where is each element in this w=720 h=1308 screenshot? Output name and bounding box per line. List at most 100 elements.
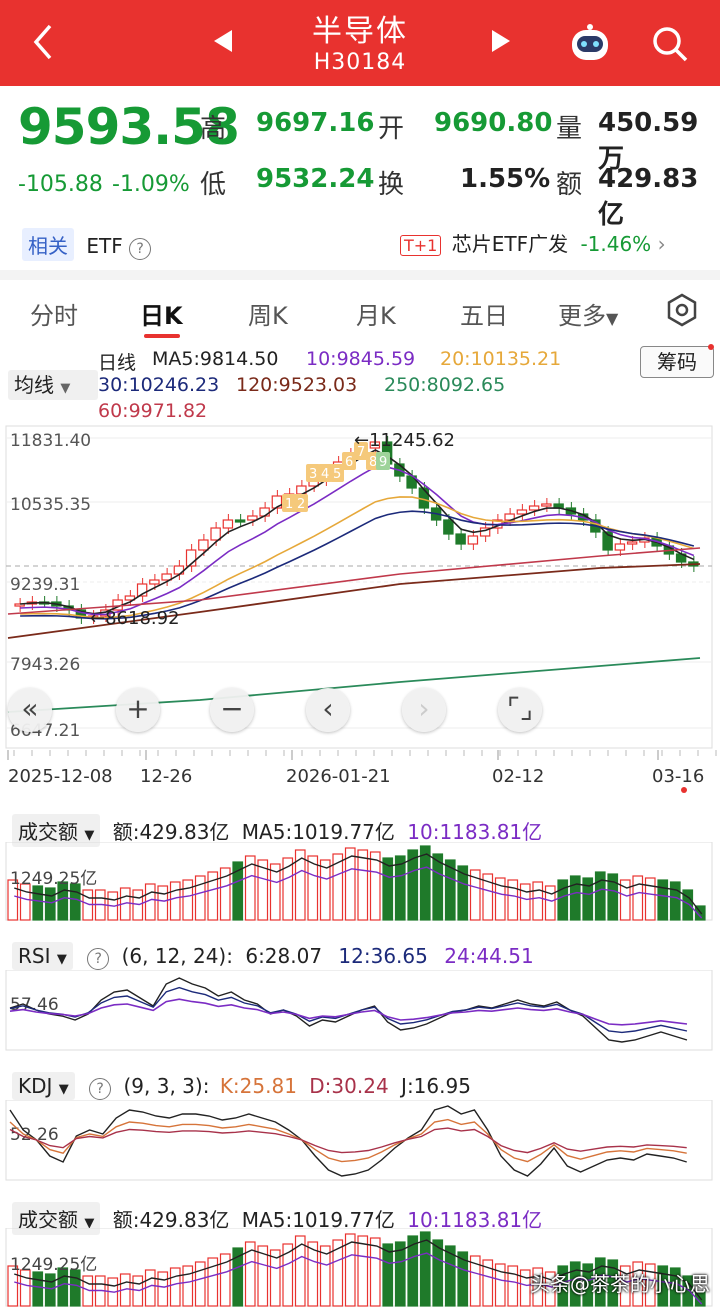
- zoom-out-all-button[interactable]: «: [8, 688, 52, 732]
- amount-bar: [657, 879, 669, 921]
- chips-button[interactable]: 筹码: [640, 346, 714, 378]
- next-triangle-icon[interactable]: [490, 28, 512, 61]
- related-etf-link[interactable]: 相关 ETF ?: [22, 228, 152, 261]
- tab-daily-k[interactable]: 日K: [140, 302, 183, 330]
- caret-down-icon: ▼: [606, 309, 619, 328]
- turnover-value: 1.55%: [460, 164, 551, 194]
- ma-line: [20, 466, 695, 616]
- watermark: 头条@茶茶的小心思: [530, 1272, 710, 1296]
- volume-label: 量: [556, 114, 583, 144]
- amount-bar: [619, 879, 631, 921]
- ma120-line: [7, 563, 701, 639]
- scroll-right-button[interactable]: ›: [402, 688, 446, 732]
- amount-bar: [294, 1235, 306, 1307]
- amount-bar: [544, 1271, 556, 1307]
- panel-frame: [5, 970, 713, 1051]
- amount-bar: [432, 853, 444, 921]
- ma-selector[interactable]: 均线 ▼: [8, 370, 98, 400]
- low-value: 9532.24: [256, 164, 375, 194]
- amount-bar: [394, 1241, 406, 1307]
- amount-bar: [319, 1245, 331, 1307]
- open-value: 9690.80: [434, 108, 553, 138]
- amount-ma10-line: [14, 866, 703, 919]
- scroll-left-button[interactable]: ‹: [306, 688, 350, 732]
- kdj-y-tick: 52.26: [10, 1125, 59, 1145]
- help-icon[interactable]: ?: [89, 1078, 112, 1100]
- amount-bar: [557, 879, 569, 921]
- amount-bar: [282, 1243, 294, 1307]
- zoom-out-button[interactable]: −: [210, 688, 254, 732]
- ma60-value: 60:9971.82: [98, 400, 208, 422]
- caret-down-icon: ▼: [60, 381, 71, 396]
- amount-bar: [169, 881, 181, 921]
- tab-five-day[interactable]: 五日: [460, 302, 508, 330]
- header-bar: 半导体 H30184: [0, 0, 720, 86]
- kdj-k-value: K:25.81: [219, 1074, 297, 1098]
- y-tick-label: 11831.40: [10, 431, 91, 451]
- candle-body: [541, 503, 552, 507]
- amount-bar: [357, 849, 369, 921]
- amount-bar: [19, 1269, 31, 1307]
- amount-bar: [682, 1275, 694, 1307]
- etf-quote-link[interactable]: T+1 芯片ETF广发 -1.46% ›: [400, 228, 666, 257]
- help-icon[interactable]: ?: [129, 238, 152, 260]
- candle-body: [124, 595, 136, 601]
- related-tag: 相关: [22, 228, 74, 261]
- candle-body: [516, 509, 528, 515]
- ma-title: 日线: [98, 352, 137, 374]
- svg-text:5: 5: [333, 467, 341, 482]
- candle-body: [247, 515, 258, 521]
- candlestick-chart[interactable]: 11831.4010535.359239.317943.266647.21202…: [0, 424, 720, 800]
- x-tick-label: 02-12: [492, 766, 544, 787]
- t1-badge: T+1: [400, 235, 442, 256]
- notification-dot: [708, 344, 714, 350]
- svg-text:8: 8: [369, 455, 377, 470]
- rsi24-line: [9, 998, 688, 1026]
- amount-bar: [182, 1265, 194, 1307]
- chart-frame: [5, 425, 713, 749]
- tab-monthly-k[interactable]: 月K: [356, 302, 396, 330]
- ma-line: [20, 510, 695, 620]
- amount-bar: [582, 1263, 594, 1307]
- candle-body: [602, 531, 613, 551]
- chevron-left-icon[interactable]: [30, 22, 56, 69]
- candle-body: [443, 519, 454, 535]
- robot-assistant-icon[interactable]: [568, 24, 612, 64]
- help-icon[interactable]: ?: [87, 948, 110, 970]
- ma-line: [20, 449, 695, 615]
- tab-weekly-k[interactable]: 周K: [248, 302, 288, 330]
- tab-more[interactable]: 更多▼: [558, 302, 619, 330]
- amount-y-tick: 1249.25亿: [10, 869, 97, 889]
- tab-intraday[interactable]: 分时: [30, 302, 78, 330]
- amount-value: 429.83亿: [598, 164, 699, 230]
- fullscreen-button[interactable]: ⌜⌟: [498, 688, 542, 732]
- svg-text:2: 2: [297, 497, 305, 512]
- sequence-badge: 4: [318, 464, 332, 482]
- amount-bar: [444, 859, 456, 921]
- candle-body: [528, 505, 540, 511]
- candle-body: [136, 583, 148, 597]
- amount-bar: [69, 883, 81, 921]
- settings-hexagon-icon[interactable]: [664, 292, 700, 328]
- zoom-in-button[interactable]: +: [116, 688, 160, 732]
- kdj-selector[interactable]: KDJ ▼: [12, 1072, 75, 1100]
- tab-active-underline: [144, 334, 180, 338]
- kdj-line-chart: 52.26: [5, 1100, 713, 1181]
- rsi-selector[interactable]: RSI ▼: [12, 942, 73, 970]
- amount-bar: [544, 885, 556, 921]
- amount-bar: [594, 1257, 606, 1307]
- amount-bar: [344, 1233, 356, 1307]
- amount-bar: [157, 885, 169, 921]
- candle-body: [467, 535, 479, 545]
- etf-label: ETF: [86, 234, 123, 258]
- sequence-badge: 9: [376, 452, 390, 470]
- amount-bar: [369, 1237, 381, 1307]
- amount-bar: [432, 1239, 444, 1307]
- amount-bar: [232, 1247, 244, 1307]
- amount-bar: [657, 1265, 669, 1307]
- latest-marker: [681, 787, 687, 793]
- chevron-right-icon: ›: [657, 232, 666, 256]
- prev-triangle-icon[interactable]: [212, 28, 234, 61]
- amount-bar: [282, 857, 294, 921]
- search-icon[interactable]: [650, 24, 690, 64]
